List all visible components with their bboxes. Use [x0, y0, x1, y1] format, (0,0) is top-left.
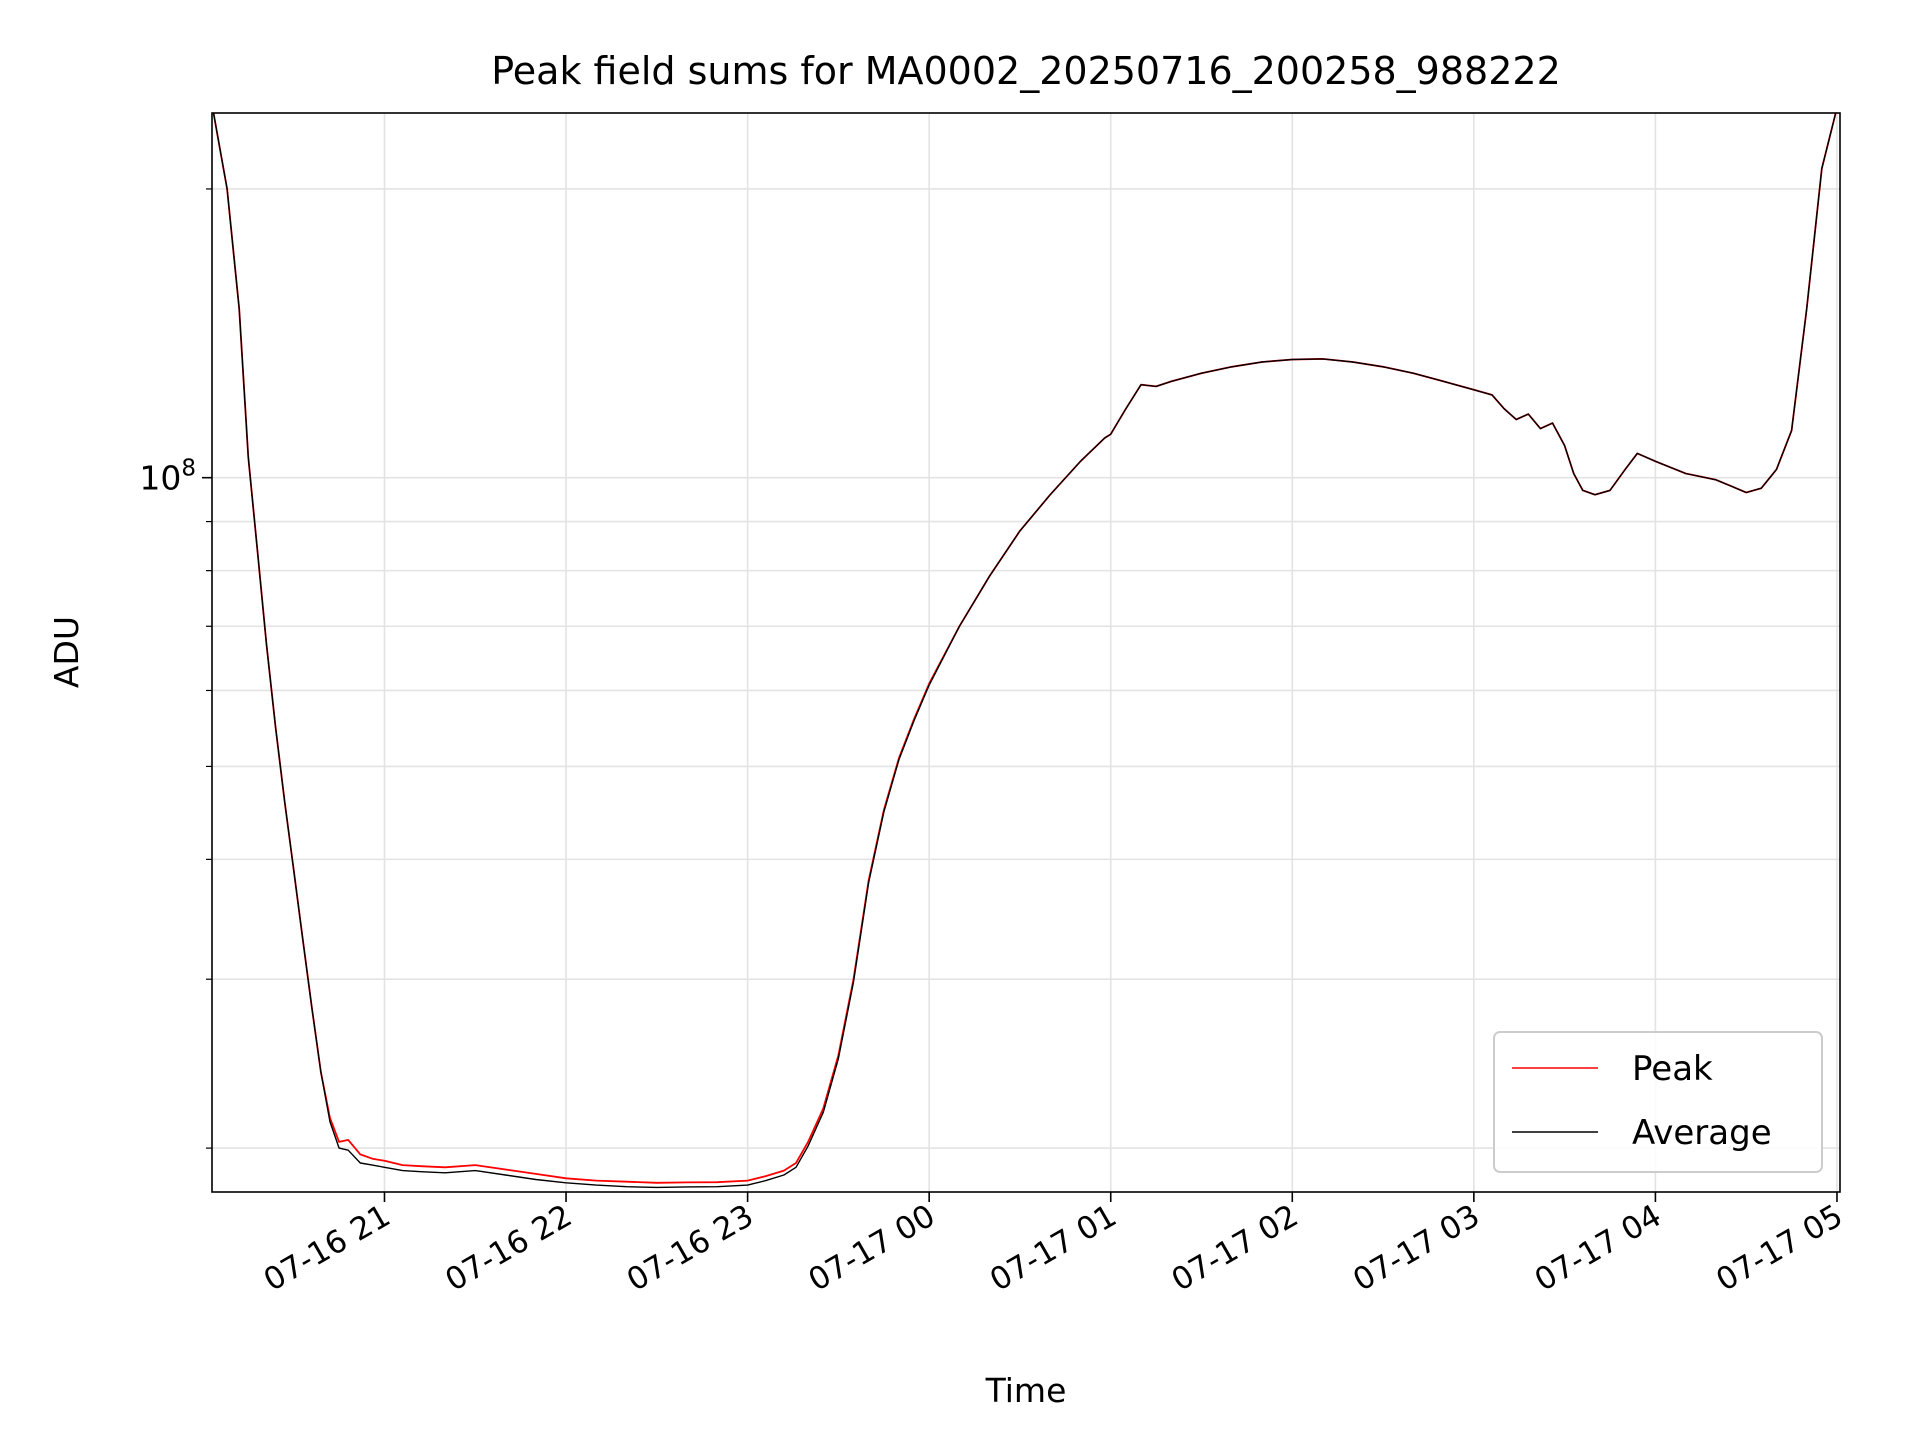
legend-label-average: Average [1632, 1113, 1772, 1153]
legend-label-peak: Peak [1632, 1049, 1713, 1089]
plot-area [212, 113, 1840, 1192]
series-layer [212, 113, 1837, 1189]
legend: Peak Average [1493, 1031, 1823, 1173]
x-axis-label: Time [985, 1371, 1067, 1410]
y-axis-label: ADU [47, 616, 86, 688]
plot-frame [211, 112, 1841, 1193]
legend-box [1493, 1031, 1823, 1173]
chart-title: Peak field sums for MA0002_20250716_2002… [491, 49, 1561, 93]
y-tick-label: 108 [139, 456, 196, 498]
series-line-average [212, 113, 1837, 1189]
